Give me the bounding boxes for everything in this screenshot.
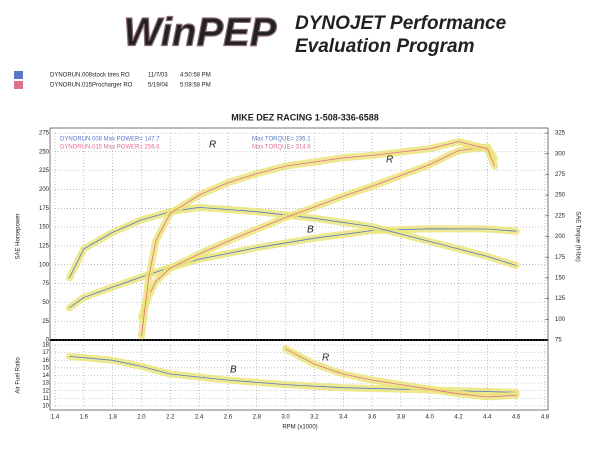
x-tick-label: 3.6 [368, 415, 377, 421]
series-line [141, 146, 496, 318]
x-tick-label: 1.8 [108, 415, 117, 421]
y-tick-label: 12 [42, 388, 49, 394]
y2-tick-label: 125 [555, 296, 566, 302]
y-tick-label: 16 [42, 358, 49, 364]
y2-tick-label: 275 [555, 172, 566, 178]
x-tick-label: 3.2 [310, 415, 319, 421]
y-tick-label: 100 [39, 262, 50, 268]
run-note: Procharger RO [92, 83, 133, 89]
y-tick-label: 250 [39, 149, 50, 155]
run-file: DYNORUN.015 [50, 83, 93, 89]
x-tick-label: 2.2 [166, 415, 175, 421]
y-tick-label: 14 [42, 373, 49, 379]
y-tick-label: 17 [42, 350, 49, 356]
y-tick-label: 18 [42, 343, 49, 349]
x-tick-label: 2.0 [137, 415, 146, 421]
annotation: B [230, 365, 237, 376]
y2-tick-label: 175 [555, 255, 566, 261]
app-title: DYNOJET Performance [295, 13, 507, 34]
x-tick-label: 1.6 [80, 415, 89, 421]
run-note: stock tires RO [92, 73, 130, 79]
run-time: 4:50:58 PM [180, 73, 211, 79]
x-tick-label: 4.2 [454, 415, 463, 421]
y-tick-label: 25 [42, 319, 49, 325]
annotation: R [386, 155, 393, 166]
annotation: B [307, 225, 314, 236]
x-tick-label: 4.0 [426, 415, 435, 421]
y-axis-label: Air Fuel Ratio [16, 357, 22, 394]
run-swatch [14, 71, 23, 79]
y-tick-label: 11 [43, 396, 50, 402]
annotation: R [209, 140, 216, 151]
chart-title: MIKE DEZ RACING 1-508-336-6588 [231, 112, 379, 122]
y2-tick-label: 200 [555, 234, 566, 240]
x-tick-label: 3.8 [397, 415, 406, 421]
x-tick-label: 1.4 [51, 415, 60, 421]
series-line [285, 348, 517, 398]
x-tick-label: 4.8 [541, 415, 550, 421]
y2-tick-label: 300 [555, 151, 566, 157]
run-date: 11/7/03 [148, 73, 168, 79]
plot-frame [49, 127, 549, 411]
y-tick-label: 13 [42, 381, 49, 387]
legend-entry: DYNORUN.008 Max POWER= 147.7 [60, 137, 160, 143]
logo: WinPEP [124, 11, 277, 55]
x-tick-label: 2.8 [253, 415, 262, 421]
y-tick-label: 125 [39, 243, 50, 249]
x-axis-label: RPM (x1000) [282, 425, 317, 431]
y-tick-label: 200 [39, 187, 50, 193]
y-tick-label: 175 [39, 206, 50, 212]
x-tick-label: 2.4 [195, 415, 204, 421]
annotation: R [322, 353, 329, 364]
y-tick-label: 75 [42, 281, 49, 287]
y-tick-label: 50 [42, 300, 49, 306]
x-tick-label: 4.6 [512, 415, 521, 421]
run-date: 5/19/04 [148, 83, 169, 89]
y2-axis-label: SAE Torque (ft-lbs) [574, 211, 580, 262]
x-tick-label: 4.4 [483, 415, 492, 421]
y-tick-label: 150 [39, 225, 50, 231]
x-tick-label: 2.6 [224, 415, 233, 421]
legend-entry: Max TORQUE= 314.6 [252, 145, 311, 151]
app-title: Evaluation Program [295, 36, 475, 57]
run-time: 5:08:58 PM [180, 83, 211, 89]
y-axis-label: SAE Horsepower [16, 213, 22, 259]
highlight [65, 352, 520, 396]
x-tick-label: 3.0 [281, 415, 290, 421]
series-line [69, 206, 517, 279]
run-file: DYNORUN.008 [50, 73, 93, 79]
y2-tick-label: 75 [555, 338, 562, 344]
y-tick-label: 275 [39, 131, 50, 137]
series-line [69, 228, 517, 309]
legend-entry: DYNORUN.015 Max POWER= 256.6 [60, 145, 160, 151]
y2-tick-label: 225 [555, 213, 566, 219]
y2-tick-label: 100 [555, 317, 566, 323]
y2-tick-label: 325 [555, 131, 566, 137]
highlight [65, 225, 520, 312]
y2-tick-label: 250 [555, 193, 566, 199]
y-tick-label: 15 [42, 365, 49, 371]
series-line [141, 141, 496, 337]
y2-tick-label: 150 [555, 275, 566, 281]
x-tick-label: 3.4 [339, 415, 348, 421]
y-tick-label: 0 [46, 338, 50, 344]
y-tick-label: 10 [42, 404, 49, 410]
legend-entry: Max TORQUE= 235.1 [252, 137, 311, 143]
y-tick-label: 225 [39, 168, 50, 174]
run-swatch [14, 81, 23, 89]
